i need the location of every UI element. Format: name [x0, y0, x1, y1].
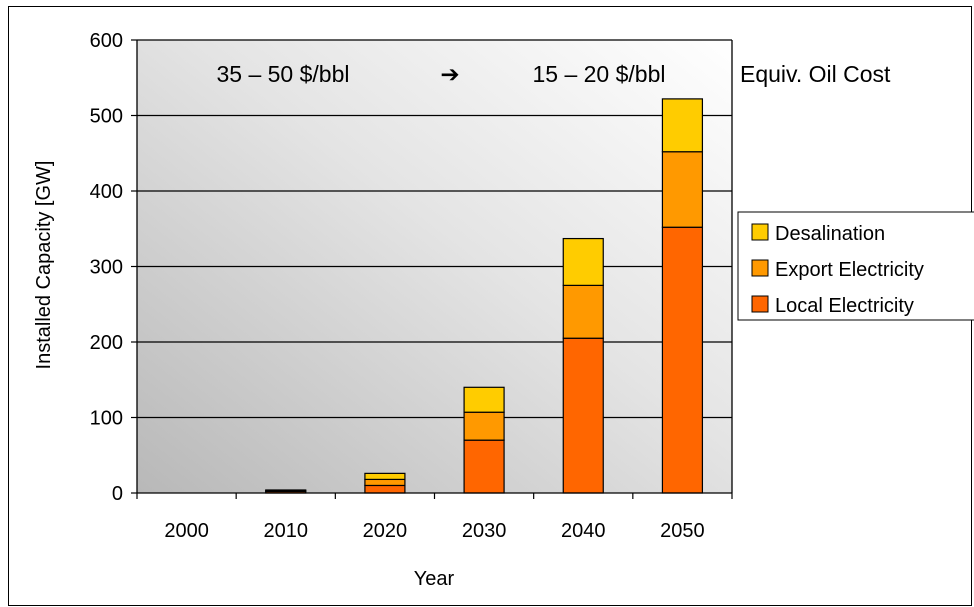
arrow-icon: ➔ [440, 61, 459, 87]
x-tick-label: 2050 [660, 520, 705, 542]
legend-box [737, 211, 974, 321]
y-tick-label: 200 [90, 332, 123, 354]
x-tick-label: 2030 [462, 520, 507, 542]
x-tick-label: 2000 [164, 520, 209, 542]
x-tick-labels: 2000 2010 2020 2030 2040 2050 [164, 520, 704, 542]
legend-label: Local Electricity [775, 295, 914, 317]
bar-segment [364, 478, 406, 487]
y-tick-label: 400 [90, 181, 123, 203]
bar-segment [463, 439, 505, 494]
axes [131, 39, 733, 499]
y-tick-label: 300 [90, 257, 123, 279]
legend-label: Export Electricity [775, 259, 924, 281]
x-tick-label: 2040 [561, 520, 606, 542]
y-tick-label: 0 [112, 483, 123, 505]
oil-cost-label: Equiv. Oil Cost [740, 61, 891, 87]
bar-segment [364, 472, 406, 481]
legend: Desalination Export Electricity Local Elec… [737, 211, 974, 321]
oil-cost-future: 15 – 20 $/bbl [532, 61, 665, 87]
bar-segment [661, 98, 704, 153]
bar-segment [562, 237, 604, 286]
bar-segment [463, 411, 505, 441]
gridlines [137, 39, 732, 419]
x-tick-label: 2010 [264, 520, 309, 542]
x-tick-label: 2020 [363, 520, 408, 542]
oil-cost-current: 35 – 50 $/bbl [216, 61, 349, 87]
y-tick-label: 600 [90, 30, 123, 52]
y-tick-label: 500 [90, 106, 123, 128]
bar-segment [562, 337, 604, 494]
bar-segment [463, 386, 505, 413]
y-tick-label: 100 [90, 408, 123, 430]
legend-label: Desalination [775, 223, 885, 245]
bar-segment [562, 284, 604, 339]
legend-swatch [751, 259, 769, 277]
bar-segment [661, 226, 704, 494]
legend-swatch [751, 223, 769, 241]
legend-swatch [751, 295, 769, 313]
bar-segment [661, 151, 704, 228]
bar-segment [364, 484, 406, 494]
y-axis-title: Installed Capacity [GW] [33, 161, 55, 370]
bars [265, 98, 704, 494]
y-tick-labels: 0 100 200 300 400 500 600 [90, 30, 123, 505]
x-axis-title: Year [414, 568, 455, 590]
bar-segment [265, 489, 307, 492]
